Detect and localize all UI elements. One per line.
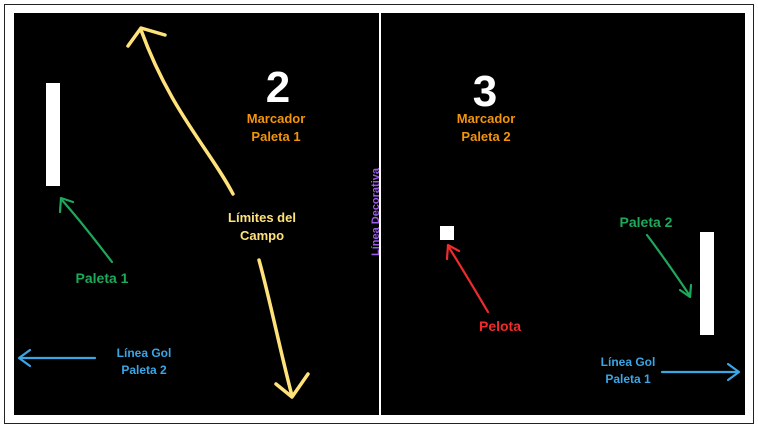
goal-line-left-label: Línea Gol Paleta 2: [96, 345, 192, 379]
limits-arrow-down: [257, 258, 294, 398]
goal-line-right-label: Línea Gol Paleta 1: [580, 354, 676, 388]
limits-arrow-up: [139, 28, 235, 196]
paddle-right: [700, 232, 714, 335]
goal-line-right-label-line1: Línea Gol: [600, 355, 656, 369]
goal-line-left-label-line2: Paleta 2: [121, 363, 167, 377]
score-right-label: Marcador Paleta 2: [446, 110, 526, 146]
paddle-left-label: Paleta 1: [75, 270, 129, 286]
score-right-label-line2: Paleta 2: [461, 129, 511, 144]
score-left-label: Marcador Paleta 1: [236, 110, 316, 146]
score-left-label-line2: Paleta 1: [251, 129, 301, 144]
ball-arrow: [446, 244, 490, 314]
paddle-right-label: Paleta 2: [619, 214, 673, 230]
paddle-left-arrow-head: [58, 196, 75, 214]
score-left-label-line1: Marcador: [246, 111, 306, 126]
field-limits-label-line2: Campo: [239, 228, 285, 243]
field-limits-label: Límites del Campo: [210, 209, 314, 245]
score-right: 3: [472, 67, 498, 116]
paddle-right-arrow: [645, 233, 692, 298]
paddle-left: [46, 83, 60, 186]
center-line: [379, 13, 381, 415]
goal-left-arrow-head: [17, 348, 32, 368]
paddle-left-arrow: [59, 197, 114, 264]
score-right-label-line1: Marcador: [456, 111, 516, 126]
field-limits-label-line1: Límites del: [228, 210, 296, 225]
goal-line-right-label-line2: Paleta 1: [605, 372, 651, 386]
ball-label: Pelota: [478, 318, 521, 334]
ball-arrow-head: [445, 243, 461, 261]
score-left: 2: [265, 63, 291, 112]
limits-arrow-up-head: [126, 26, 167, 48]
goal-line-left-label-line1: Línea Gol: [116, 346, 172, 360]
ball: [440, 226, 454, 240]
paddle-right-arrow-head: [678, 283, 693, 299]
goal-right-arrow-head: [726, 362, 741, 382]
limits-arrow-down-head: [274, 372, 310, 399]
